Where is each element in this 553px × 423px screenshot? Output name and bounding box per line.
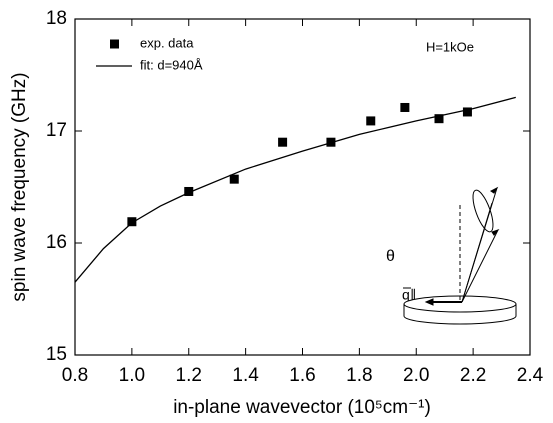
legend-label: fit: d=940Å <box>140 57 203 72</box>
disk-side <box>403 304 517 325</box>
x-tick-label: 0.8 <box>62 365 88 386</box>
y-tick-label: 15 <box>46 344 67 365</box>
x-tick-label: 1.6 <box>289 365 315 386</box>
annotation: θ <box>386 248 395 265</box>
ray <box>461 229 499 303</box>
legend-marker <box>110 39 119 49</box>
data-point <box>184 186 194 196</box>
legend-label: exp. data <box>140 35 194 50</box>
arrowhead <box>490 186 500 236</box>
y-tick-label: 16 <box>46 232 67 253</box>
annotation: q∥ <box>402 287 417 303</box>
annotation: H=1kOe <box>426 39 474 54</box>
y-tick-label: 17 <box>46 120 67 141</box>
data-point <box>434 114 444 124</box>
data-point <box>400 102 410 112</box>
x-tick-label: 1.0 <box>119 365 145 386</box>
data-point <box>462 107 472 117</box>
cone <box>472 189 494 233</box>
x-axis-label: in-plane wavevector (10⁵cm⁻¹) <box>173 397 431 418</box>
x-tick-label: 2.0 <box>403 365 429 386</box>
y-tick-label: 18 <box>46 8 67 29</box>
data-point <box>366 116 376 126</box>
x-tick-label: 2.2 <box>460 365 486 386</box>
data-point <box>278 137 288 147</box>
x-tick-label: 2.4 <box>517 365 544 386</box>
y-axis-label: spin wave frequency (GHz) <box>9 72 30 301</box>
ray <box>461 202 493 303</box>
arrowhead <box>424 298 434 306</box>
x-tick-label: 1.4 <box>232 365 259 386</box>
inset-diagram <box>403 186 517 325</box>
x-tick-label: 1.2 <box>176 365 202 386</box>
data-point <box>229 174 239 184</box>
fit-line <box>74 96 516 283</box>
data-point <box>127 217 137 227</box>
x-tick-label: 1.8 <box>346 365 372 386</box>
